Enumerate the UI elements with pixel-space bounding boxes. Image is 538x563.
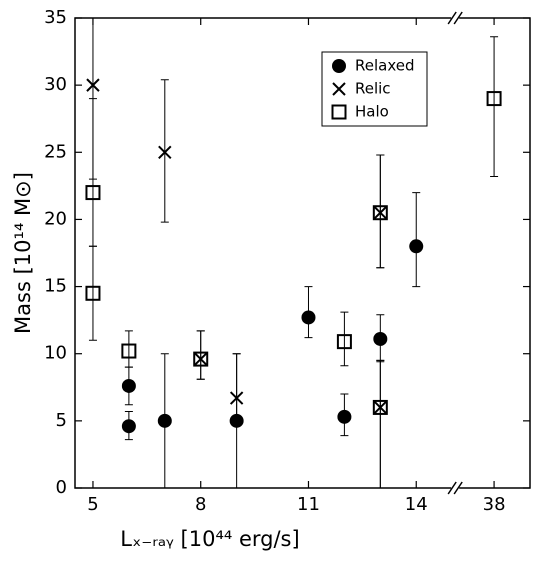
- point: [157, 413, 172, 428]
- y-tick-label: 10: [44, 343, 67, 364]
- legend-marker: [332, 82, 346, 96]
- point: [301, 310, 316, 325]
- break-gap: [451, 482, 460, 494]
- y-tick-label: 5: [56, 410, 67, 431]
- x-axis-label: Lₓ₋ᵣₐᵧ [10⁴⁴ erg/s]: [120, 527, 299, 551]
- error-bar: [376, 359, 385, 488]
- point: [121, 378, 136, 393]
- y-tick-label: 25: [44, 141, 67, 162]
- point: [193, 351, 209, 367]
- point: [229, 413, 244, 428]
- plot-area: [75, 18, 530, 488]
- break-mark: [447, 11, 457, 25]
- y-tick-label: 20: [44, 208, 67, 229]
- break-mark: [447, 481, 457, 495]
- y-tick-label: 0: [56, 477, 67, 498]
- point: [373, 331, 388, 346]
- error-bar: [88, 245, 97, 341]
- y-tick-label: 30: [44, 74, 67, 95]
- y-tick-label: 15: [44, 276, 67, 297]
- point: [337, 409, 352, 424]
- error-bar: [196, 330, 205, 380]
- x-tick-label: 14: [405, 494, 428, 515]
- break-mark: [453, 481, 463, 495]
- error-bar: [340, 311, 349, 367]
- point: [85, 285, 101, 301]
- x-tick-label: 5: [87, 494, 98, 515]
- x-tick-label: 8: [195, 494, 206, 515]
- point: [194, 352, 208, 366]
- y-tick-label: 35: [44, 7, 67, 28]
- error-bar: [124, 330, 133, 368]
- point: [372, 399, 388, 415]
- legend-label: Relaxed: [355, 57, 415, 75]
- point: [121, 419, 136, 434]
- error-bar: [490, 36, 499, 177]
- point: [409, 239, 424, 254]
- point: [486, 91, 502, 107]
- point: [229, 391, 244, 405]
- point: [158, 145, 172, 159]
- legend-marker: [332, 59, 346, 73]
- point: [336, 334, 352, 350]
- point: [121, 343, 137, 359]
- point: [373, 400, 388, 415]
- legend-label: Relic: [355, 80, 391, 98]
- point: [86, 78, 100, 92]
- legend-label: Halo: [355, 103, 389, 121]
- point: [373, 206, 388, 220]
- x-tick-label: 38: [483, 494, 506, 515]
- point: [85, 185, 101, 201]
- y-axis-label: Mass [10¹⁴ M⊙]: [11, 172, 35, 334]
- x-tick-label: 11: [297, 494, 320, 515]
- legend-marker: [331, 104, 347, 120]
- break-gap: [451, 12, 460, 24]
- point: [372, 205, 388, 221]
- break-mark: [453, 11, 463, 25]
